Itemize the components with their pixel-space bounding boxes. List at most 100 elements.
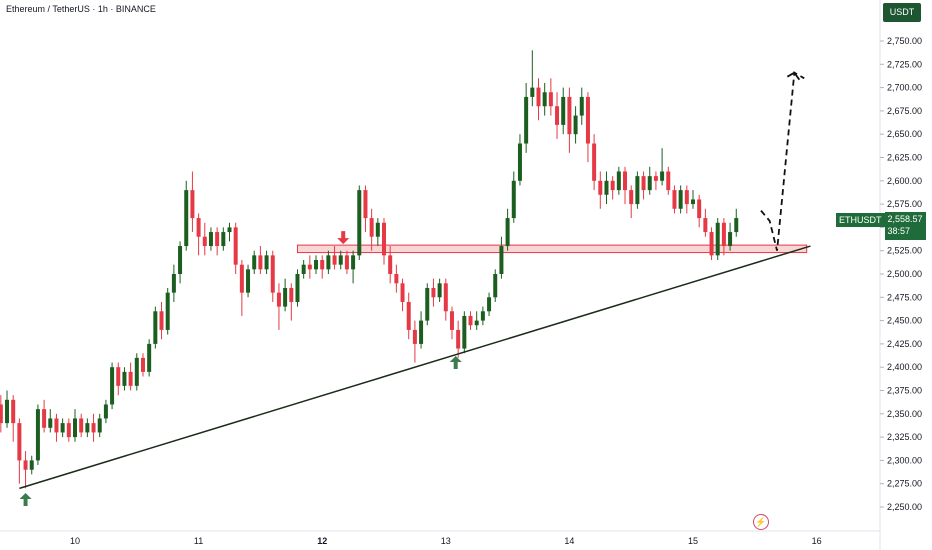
candle-body bbox=[5, 399, 10, 424]
y-tick-label: 2,375.00 bbox=[887, 386, 922, 396]
candle-body bbox=[431, 287, 436, 298]
candle-body bbox=[592, 143, 597, 181]
candle-body bbox=[709, 232, 714, 256]
trendline bbox=[19, 245, 811, 490]
candle-body bbox=[412, 329, 417, 344]
candle-body bbox=[703, 218, 708, 233]
lightning-icon[interactable]: ⚡ bbox=[753, 514, 769, 530]
candle-body bbox=[721, 222, 726, 247]
candle-body bbox=[97, 418, 102, 433]
candle-body bbox=[536, 87, 541, 107]
candle-body bbox=[85, 423, 90, 433]
x-tick-label: 12 bbox=[317, 536, 327, 546]
candle-body bbox=[548, 92, 553, 107]
candle-body bbox=[239, 264, 244, 293]
candle-body bbox=[122, 371, 127, 386]
candle-body bbox=[301, 264, 306, 274]
candle-body bbox=[542, 92, 547, 107]
candle-body bbox=[561, 96, 566, 125]
projection-arrowhead bbox=[786, 71, 801, 81]
up-arrow-marker bbox=[449, 356, 462, 370]
candle-body bbox=[147, 343, 152, 372]
candle-body bbox=[474, 320, 479, 326]
candle-body bbox=[363, 190, 368, 219]
candle-body bbox=[666, 171, 671, 191]
candle-body bbox=[153, 311, 158, 344]
y-tick-label: 2,625.00 bbox=[887, 153, 922, 163]
y-tick-label: 2,675.00 bbox=[887, 106, 922, 116]
candle-body bbox=[17, 423, 22, 461]
candle-body bbox=[196, 218, 201, 237]
candle-body bbox=[462, 315, 467, 349]
candle-body bbox=[0, 404, 3, 424]
candle-body bbox=[54, 418, 59, 433]
candle-body bbox=[728, 232, 733, 247]
x-tick-label: 10 bbox=[70, 536, 80, 546]
candle-body bbox=[73, 418, 77, 438]
candle-body bbox=[332, 255, 337, 265]
candle-body bbox=[165, 292, 170, 330]
candle-body bbox=[134, 357, 139, 386]
currency-button[interactable]: USDT bbox=[883, 3, 921, 22]
candle-body bbox=[29, 460, 34, 470]
y-tick-label: 2,325.00 bbox=[887, 432, 922, 442]
candle-body bbox=[641, 176, 646, 191]
candle-body bbox=[357, 190, 362, 256]
candle-body bbox=[678, 190, 683, 209]
up-arrow-marker bbox=[19, 493, 32, 507]
candle-body bbox=[246, 269, 251, 293]
y-tick-label: 2,475.00 bbox=[887, 292, 922, 302]
candle-body bbox=[344, 255, 349, 270]
candle-body bbox=[487, 297, 492, 312]
candle-body bbox=[715, 222, 720, 256]
candle-body bbox=[60, 423, 65, 433]
candle-body bbox=[468, 315, 473, 326]
y-tick-label: 2,750.00 bbox=[887, 36, 922, 46]
candle-body bbox=[604, 180, 609, 195]
candle-body bbox=[171, 274, 176, 293]
x-tick-label: 13 bbox=[441, 536, 451, 546]
candle-body bbox=[629, 190, 634, 205]
candle-body bbox=[493, 274, 498, 298]
bar-countdown: 38:57 bbox=[887, 226, 911, 236]
y-tick-label: 2,350.00 bbox=[887, 409, 922, 419]
candle-body bbox=[295, 274, 300, 302]
candle-body bbox=[202, 236, 207, 247]
candle-body bbox=[289, 287, 294, 302]
candle-body bbox=[264, 255, 269, 270]
candle-body bbox=[406, 301, 411, 330]
y-tick-label: 2,700.00 bbox=[887, 83, 922, 93]
candle-body bbox=[66, 423, 71, 438]
candle-body bbox=[258, 255, 263, 270]
candle-body bbox=[91, 423, 96, 433]
y-tick-label: 2,725.00 bbox=[887, 59, 922, 69]
candle-body bbox=[23, 460, 28, 470]
candle-body bbox=[42, 409, 47, 428]
candle-body bbox=[369, 218, 374, 237]
candle-body bbox=[684, 190, 689, 205]
candle-body bbox=[307, 264, 312, 270]
candle-body bbox=[480, 311, 485, 321]
candle-body bbox=[517, 143, 522, 181]
candle-body bbox=[116, 367, 121, 386]
candle-body bbox=[425, 287, 430, 321]
y-tick-label: 2,575.00 bbox=[887, 199, 922, 209]
candle-body bbox=[276, 292, 281, 307]
candle-body bbox=[351, 255, 356, 270]
symbol-label: ETHUSDT bbox=[836, 213, 885, 227]
candle-body bbox=[128, 371, 133, 386]
price-box: 2,558.57 38:57 bbox=[884, 212, 926, 240]
candle-body bbox=[48, 418, 53, 428]
candle-body bbox=[419, 320, 424, 344]
candle-body bbox=[647, 176, 652, 191]
candle-body bbox=[233, 227, 238, 265]
candle-body bbox=[653, 176, 658, 181]
y-tick-label: 2,650.00 bbox=[887, 129, 922, 139]
down-arrow-marker bbox=[337, 231, 350, 245]
candle-body bbox=[734, 218, 739, 233]
candle-body bbox=[530, 87, 535, 97]
candle-body bbox=[610, 180, 615, 191]
candle-body bbox=[221, 232, 226, 247]
y-tick-label: 2,300.00 bbox=[887, 455, 922, 465]
